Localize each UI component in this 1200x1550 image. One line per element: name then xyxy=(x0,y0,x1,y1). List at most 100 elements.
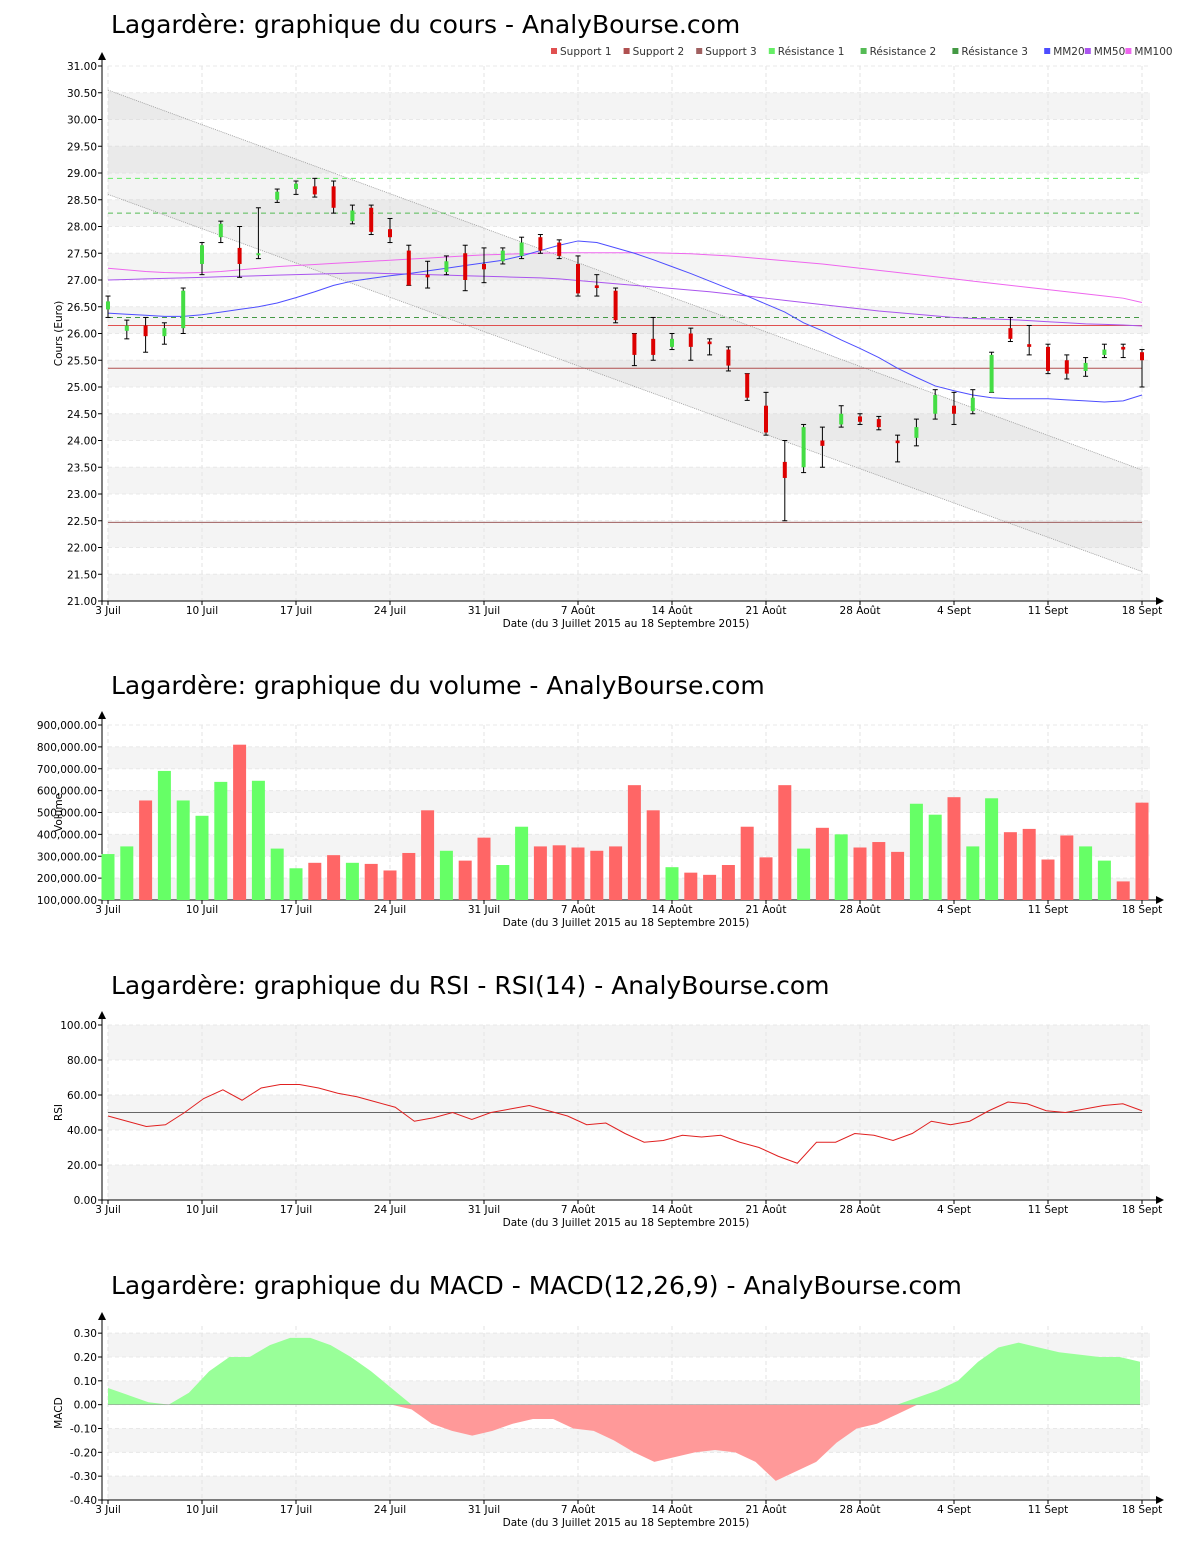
candle-body xyxy=(519,242,524,256)
volume-chart-title: Lagardère: graphique du volume - AnalyBo… xyxy=(111,671,765,700)
candle xyxy=(387,217,393,244)
x-tick-label: 3 Juil xyxy=(95,1504,121,1516)
mm100-line xyxy=(107,252,1143,303)
volume-bar xyxy=(1003,832,1017,900)
volume-bar xyxy=(120,846,134,900)
legend-item: Support 1 xyxy=(551,46,612,58)
candle xyxy=(500,247,506,265)
legend-item: MM100 xyxy=(1125,46,1173,58)
legend-item: Support 2 xyxy=(623,46,684,58)
candle-body xyxy=(500,250,505,262)
volume-bar xyxy=(270,848,284,900)
x-tick-label: 24 Juil xyxy=(374,904,406,916)
candle-body xyxy=(1121,346,1126,350)
candle-body xyxy=(237,247,242,264)
candle-body xyxy=(745,373,750,398)
x-tick-label: 14 Août xyxy=(652,1504,693,1516)
macd-chart-title: Lagardère: graphique du MACD - MACD(12,2… xyxy=(111,1271,962,1300)
legend-swatch xyxy=(696,48,703,54)
legend-swatch xyxy=(1044,48,1051,54)
y-axis-label: Cours (Euro) xyxy=(53,301,65,367)
y-axis-label: MACD xyxy=(53,1397,65,1428)
candle-body xyxy=(388,229,392,238)
y-tick-label: 0.20 xyxy=(74,1352,97,1364)
candle-body xyxy=(1083,362,1088,371)
macd-negative-area xyxy=(108,1404,1140,1481)
legend-label: Support 3 xyxy=(705,46,757,58)
x-tick-label: 28 Août xyxy=(840,605,881,617)
price-panel: Lagardère: graphique du cours - AnalyBou… xyxy=(0,0,1200,640)
y-tick-label: 27.00 xyxy=(67,275,97,287)
y-tick-label: -0.30 xyxy=(70,1471,97,1483)
candle-body xyxy=(463,253,468,280)
y-tick-label: 23.00 xyxy=(67,489,97,501)
candle-body xyxy=(200,245,204,264)
volume-bar xyxy=(345,862,359,900)
volume-bar xyxy=(853,847,867,900)
candle-body xyxy=(162,328,167,337)
legend-swatch xyxy=(623,48,630,54)
candle-body xyxy=(782,461,787,478)
x-tick-label: 31 Juil xyxy=(468,1204,500,1216)
y-axis-arrow xyxy=(98,1312,106,1320)
x-tick-label: 4 Sept xyxy=(937,904,971,916)
x-tick-label: 31 Juil xyxy=(468,1504,500,1516)
candle xyxy=(180,287,186,334)
y-axis-label: RSI xyxy=(53,1104,65,1121)
x-tick-label: 28 Août xyxy=(840,1204,881,1216)
y-tick-label: 28.50 xyxy=(67,195,97,207)
x-tick-label: 21 Août xyxy=(746,1204,787,1216)
x-axis-arrow xyxy=(1156,1496,1164,1504)
x-tick-label: 4 Sept xyxy=(937,1504,971,1516)
y-tick-label: 100,000.00 xyxy=(37,895,97,907)
candle xyxy=(594,274,600,297)
candle xyxy=(1083,357,1089,377)
rsi-line xyxy=(107,1084,1143,1164)
y-tick-label: 22.50 xyxy=(67,516,97,528)
x-axis-label: Date (du 3 Juillet 2015 au 18 Septembre … xyxy=(503,618,750,630)
volume-bar xyxy=(928,814,942,900)
candle-body xyxy=(707,341,712,345)
volume-bar xyxy=(891,851,905,900)
macd-panel: Lagardère: graphique du MACD - MACD(12,2… xyxy=(0,1260,1200,1550)
x-tick-label: 3 Juil xyxy=(95,904,121,916)
volume-bar xyxy=(139,800,153,900)
y-tick-label: 21.00 xyxy=(67,596,97,608)
candle-body xyxy=(444,261,449,272)
candle xyxy=(537,234,543,254)
candle-body xyxy=(1046,346,1050,371)
x-tick-label: 18 Sept xyxy=(1122,605,1163,617)
y-tick-label: -0.10 xyxy=(70,1423,97,1435)
x-tick-label: 24 Juil xyxy=(374,1204,406,1216)
y-tick-label: 700,000.00 xyxy=(37,764,97,776)
y-tick-label: 500,000.00 xyxy=(37,808,97,820)
candle-body xyxy=(1008,328,1013,339)
mm20-line xyxy=(107,240,1143,403)
grid-band xyxy=(108,1476,1150,1500)
volume-bar xyxy=(421,810,435,900)
candle-body xyxy=(425,274,430,278)
candle-body xyxy=(406,250,411,286)
volume-bar xyxy=(1041,859,1055,900)
volume-bar xyxy=(665,867,679,900)
x-axis-label: Date (du 3 Juillet 2015 au 18 Septembre … xyxy=(503,917,750,929)
rsi-chart-title: Lagardère: graphique du RSI - RSI(14) - … xyxy=(111,971,830,1000)
grid-band xyxy=(108,1333,1150,1357)
candle xyxy=(406,244,412,286)
candle-body xyxy=(538,237,543,251)
legend-label: MM100 xyxy=(1134,46,1172,58)
x-tick-label: 11 Sept xyxy=(1028,904,1069,916)
channel-lower-line xyxy=(107,194,1143,572)
candle xyxy=(161,322,167,345)
candle-body xyxy=(106,301,110,310)
volume-bar xyxy=(590,850,604,900)
price-chart-title: Lagardère: graphique du cours - AnalyBou… xyxy=(111,10,741,39)
volume-bar xyxy=(684,872,698,900)
y-tick-label: 60.00 xyxy=(67,1090,97,1102)
candle-body xyxy=(839,413,844,425)
x-tick-label: 14 Août xyxy=(652,605,693,617)
y-tick-label: 21.50 xyxy=(67,569,97,581)
candle xyxy=(895,434,901,463)
y-axis-arrow xyxy=(98,1011,106,1019)
candle xyxy=(1101,343,1107,359)
